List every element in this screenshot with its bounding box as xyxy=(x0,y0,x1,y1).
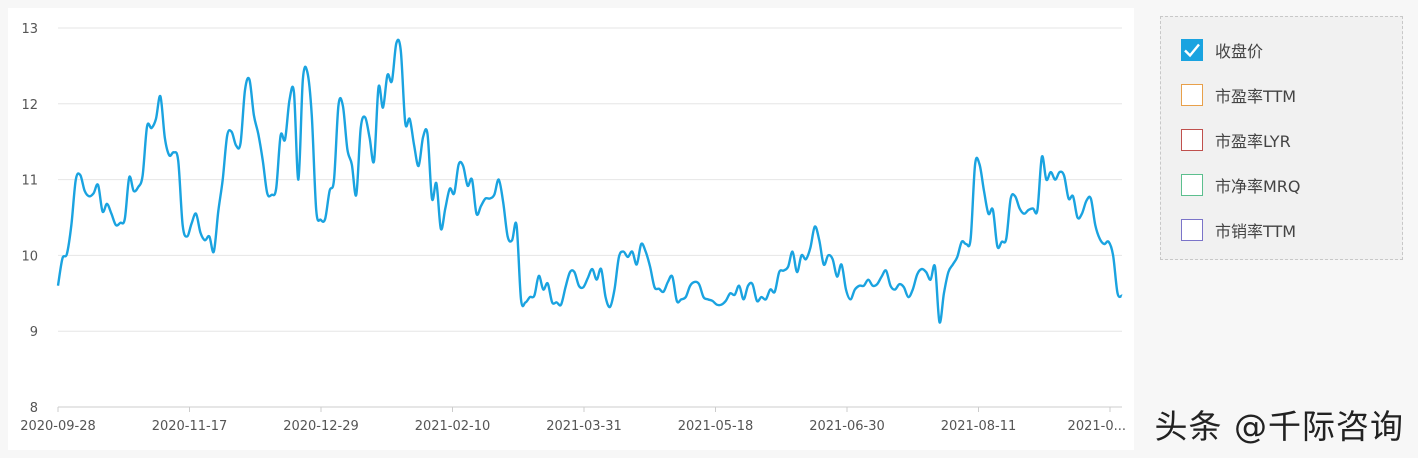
checkbox-unchecked-icon[interactable] xyxy=(1181,84,1203,106)
x-tick-label: 2021-08-11 xyxy=(941,419,1017,434)
x-tick-label: 2021-03-31 xyxy=(546,419,622,434)
checkbox-checked-icon[interactable] xyxy=(1181,39,1203,61)
legend-label: 市销率TTM xyxy=(1215,222,1297,241)
legend-item-ps-ttm[interactable]: 市销率TTM xyxy=(1181,218,1296,242)
legend-item-pb-mrq[interactable]: 市净率MRQ xyxy=(1181,173,1301,197)
y-tick-label: 8 xyxy=(30,401,38,416)
legend-item-pe-lyr[interactable]: 市盈率LYR xyxy=(1181,128,1291,152)
y-tick-label: 11 xyxy=(21,174,38,189)
axes: 8 9 10 11 12 13 2020-09-28 2020-11-17 2020-12-29… xyxy=(20,22,1126,434)
y-tick-label: 13 xyxy=(21,22,38,37)
y-tick-label: 12 xyxy=(21,98,38,113)
checkbox-unchecked-icon[interactable] xyxy=(1181,129,1203,151)
y-tick-label: 9 xyxy=(30,325,38,340)
series-line-close-price xyxy=(56,38,1124,324)
legend-item-close-price[interactable]: 收盘价 xyxy=(1181,38,1263,62)
x-tick-label: 2021-06-30 xyxy=(809,419,885,434)
x-tick-label: 2020-09-28 xyxy=(20,419,96,434)
legend-label: 市盈率TTM xyxy=(1215,87,1297,106)
x-tick-label: 2021-02-10 xyxy=(415,419,491,434)
checkbox-unchecked-icon[interactable] xyxy=(1181,174,1203,196)
x-tick-label: 2020-11-17 xyxy=(152,419,228,434)
x-tick-label: 2021-05-18 xyxy=(678,419,754,434)
legend-label: 市盈率LYR xyxy=(1215,132,1291,151)
line-chart: 8 9 10 11 12 13 2020-09-28 2020-11-17 2020-12-29… xyxy=(20,22,1126,434)
grid xyxy=(58,27,1122,332)
legend-label: 收盘价 xyxy=(1215,42,1264,61)
chart-panel: 8 9 10 11 12 13 2020-09-28 2020-11-17 2020-12-29… xyxy=(8,8,1134,450)
x-tick-label: 2020-12-29 xyxy=(283,419,359,434)
legend-label: 市净率MRQ xyxy=(1215,177,1301,196)
x-tick-label: 2021-0... xyxy=(1068,419,1126,434)
y-tick-label: 10 xyxy=(21,249,38,264)
watermark: 头条 @千际咨询 xyxy=(1154,407,1404,446)
legend-item-pe-ttm[interactable]: 市盈率TTM xyxy=(1181,83,1296,107)
checkbox-unchecked-icon[interactable] xyxy=(1181,219,1203,241)
legend: 收盘价 市盈率TTM 市盈率LYR 市净率MRQ 市销率TTM xyxy=(1160,16,1403,260)
series-layer xyxy=(56,38,1124,324)
